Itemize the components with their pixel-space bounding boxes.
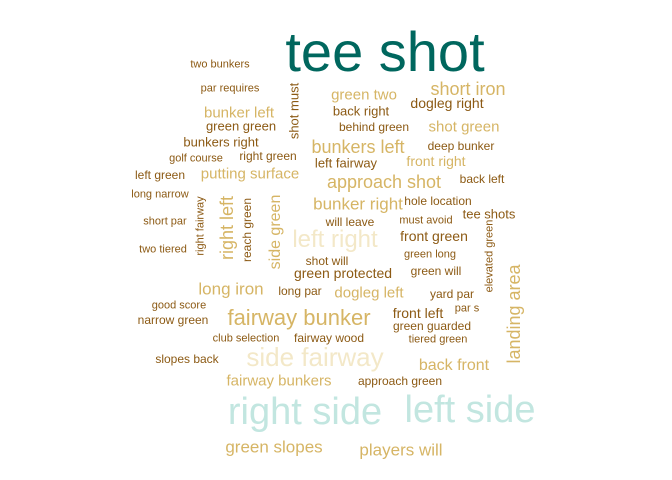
word-deep-bunker: deep bunker xyxy=(427,139,495,153)
word-green-green: green green xyxy=(205,118,277,134)
word-behind-green: behind green xyxy=(338,120,410,134)
word-green-protected: green protected xyxy=(293,265,393,281)
word-good-score: good score xyxy=(151,299,207,312)
word-long-narrow: long narrow xyxy=(131,188,189,201)
word-right-side: right side xyxy=(227,391,383,433)
word-green-long: green long xyxy=(404,248,456,261)
word-green-guarded: green guarded xyxy=(392,319,472,333)
word-left-green: left green xyxy=(134,168,186,182)
word-tee-shots: tee shots xyxy=(462,206,516,222)
word-short-iron: short iron xyxy=(430,79,506,99)
word-front-left: front left xyxy=(392,305,444,321)
word-long-iron: long iron xyxy=(198,279,264,299)
word-bunker-left: bunker left xyxy=(203,104,275,122)
word-right-fairway: right fairway xyxy=(194,196,207,256)
word-shot-must: shot must xyxy=(286,82,302,140)
word-dogleg-left: dogleg left xyxy=(334,284,404,302)
word-back-front: back front xyxy=(418,357,490,374)
word-green-will: green will xyxy=(410,264,462,278)
word-side-fairway: side fairway xyxy=(246,342,384,372)
word-shot-green: shot green xyxy=(428,118,500,136)
word-slopes-back: slopes back xyxy=(155,352,219,366)
word-short-par: short par xyxy=(143,215,187,228)
word-approach-shot: approach shot xyxy=(326,172,442,192)
word-club-selection: club selection xyxy=(212,332,280,345)
word-front-right: front right xyxy=(406,153,466,169)
word-fairway-bunker: fairway bunker xyxy=(227,305,371,330)
word-players-will: players will xyxy=(359,440,443,460)
word-front-green: front green xyxy=(400,228,468,244)
word-hole-location: hole location xyxy=(404,194,472,208)
word-tiered-green: tiered green xyxy=(408,333,468,346)
word-approach-green: approach green xyxy=(357,374,443,388)
word-putting-surface: putting surface xyxy=(200,165,300,183)
word-par-requires: par requires xyxy=(200,82,260,95)
word-will-leave: will leave xyxy=(325,215,375,229)
word-right-green: right green xyxy=(239,149,297,163)
word-left-side: left side xyxy=(404,389,536,431)
word-green-slopes: green slopes xyxy=(225,437,323,457)
word-two-tiered: two tiered xyxy=(139,243,187,256)
word-golf-course: golf course xyxy=(169,152,223,165)
word-elevated-green: elevated green xyxy=(483,219,496,293)
word-bunker-right: bunker right xyxy=(313,194,403,214)
word-left-fairway: left fairway xyxy=(314,155,378,171)
word-shot-will: shot will xyxy=(305,254,349,268)
word-fairway-wood: fairway wood xyxy=(293,331,365,345)
word-fairway-bunkers: fairway bunkers xyxy=(226,372,332,390)
word-back-right: back right xyxy=(332,103,390,119)
word-tee-shot: tee shot xyxy=(285,20,485,83)
word-narrow-green: narrow green xyxy=(137,313,209,327)
word-must-avoid: must avoid xyxy=(399,214,453,227)
word-yard-par: yard par xyxy=(429,287,475,301)
word-reach-green: reach green xyxy=(240,197,254,263)
word-back-left: back left xyxy=(459,172,505,186)
word-side-green: side green xyxy=(267,194,284,270)
word-right-left: right left xyxy=(217,195,237,261)
word-bunkers-right: bunkers right xyxy=(183,134,259,150)
word-bunkers-left: bunkers left xyxy=(311,137,405,157)
word-long-par: long par xyxy=(278,284,322,298)
word-par-s: par s xyxy=(454,302,480,315)
word-dogleg-right: dogleg right xyxy=(410,95,484,111)
word-landing-area: landing area xyxy=(504,264,524,364)
word-left-right: left right xyxy=(292,226,378,253)
word-green-two: green two xyxy=(331,86,397,104)
word-two-bunkers: two bunkers xyxy=(190,58,250,71)
